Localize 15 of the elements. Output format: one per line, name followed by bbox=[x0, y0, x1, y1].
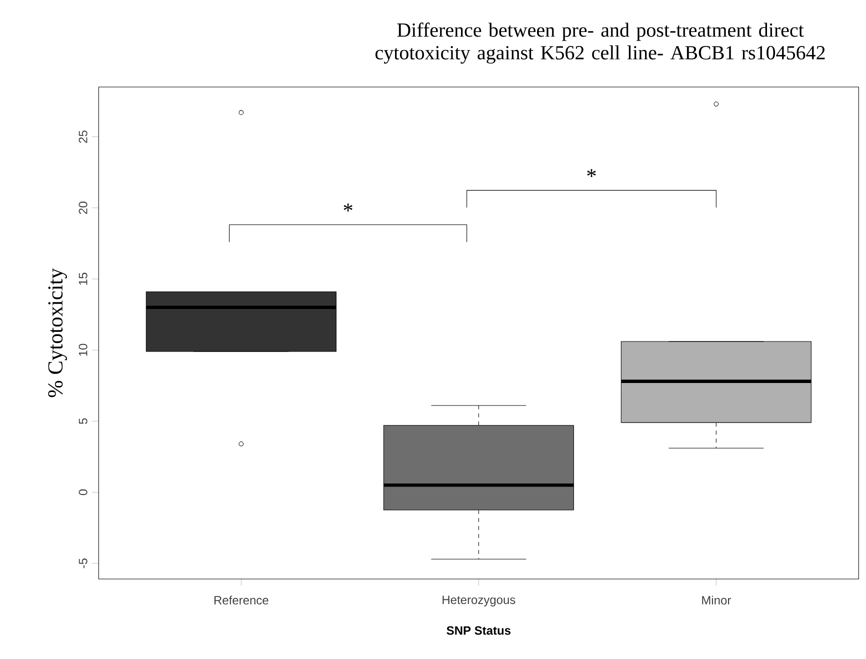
y-tick-label: 20 bbox=[78, 202, 88, 214]
y-tick-label: 0 bbox=[78, 489, 88, 496]
x-tick-label: Reference bbox=[214, 596, 268, 605]
x-tick-label: Minor bbox=[702, 596, 731, 605]
y-tick-label: 25 bbox=[78, 130, 88, 143]
x-axis-title: SNP Status bbox=[446, 626, 511, 635]
x-tick-label: Heterozygous bbox=[442, 596, 516, 606]
chart-title: Difference between pre- and post-treatment direct cytotoxicity against K562 cell line- ABCB1 rs1045642 bbox=[376, 22, 825, 64]
annotation: * bbox=[344, 204, 352, 212]
annotation: * bbox=[587, 169, 596, 177]
y-tick-label: 5 bbox=[78, 418, 88, 424]
y-tick-label: 10 bbox=[78, 344, 88, 356]
y-tick-label: -5 bbox=[78, 558, 88, 568]
y-tick-label: 15 bbox=[78, 272, 88, 285]
y-axis-title: % Cytotoxicity bbox=[48, 268, 67, 398]
